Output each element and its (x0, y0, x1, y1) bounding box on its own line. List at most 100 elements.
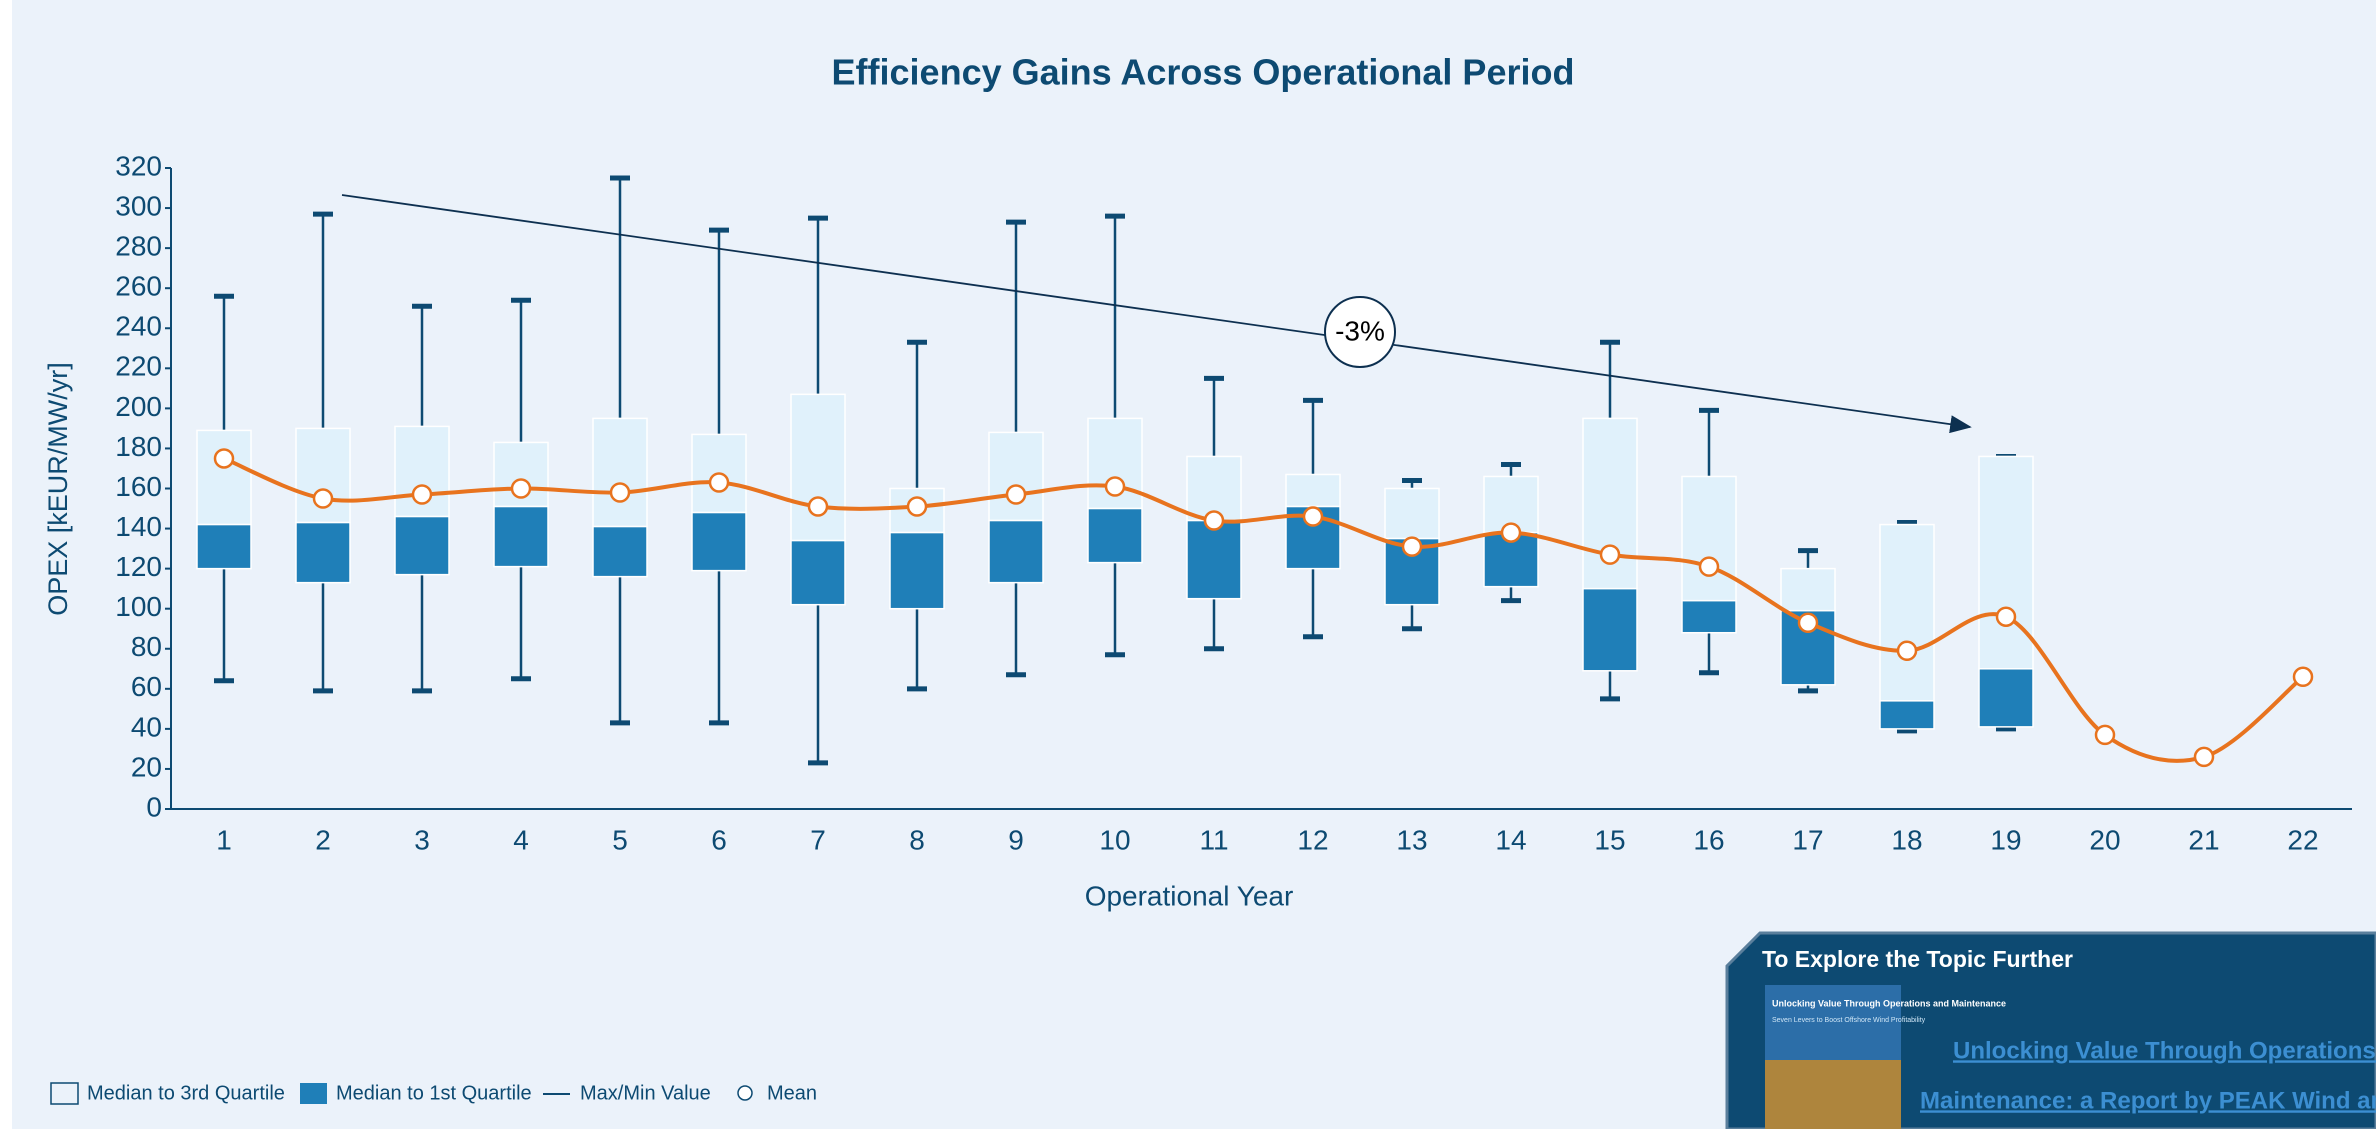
x-tick-label: 4 (513, 824, 529, 855)
y-axis-label: OPEX [kEUR/MW/yr] (43, 362, 73, 616)
link-text[interactable]: Unlocking Value Through Operations and (1953, 1037, 2376, 1064)
mean-point (1005, 484, 1027, 505)
box-upper (295, 427, 351, 524)
legend-swatch (50, 1082, 79, 1105)
box-lower (1978, 668, 2034, 728)
box-upper (1879, 523, 1935, 702)
x-tick-label: 9 (1008, 824, 1024, 855)
x-tick-label: 14 (1495, 824, 1526, 855)
legend-label: Median to 1st Quartile (336, 1082, 532, 1104)
box-upper (196, 429, 252, 526)
y-tick-label: 80 (131, 631, 162, 662)
x-tick-label: 1 (216, 824, 232, 855)
legend-label: Mean (767, 1082, 817, 1104)
box-upper (790, 393, 846, 542)
y-tick-label: 260 (115, 271, 162, 302)
mean-point (1104, 476, 1126, 497)
box-upper (1780, 567, 1836, 612)
mean-point (708, 472, 730, 493)
box-lower (889, 531, 945, 610)
box-lower (1087, 507, 1143, 564)
legend-swatch (737, 1085, 753, 1101)
x-tick-label: 6 (711, 824, 727, 855)
mean-point (411, 484, 433, 505)
mean-point (1302, 506, 1324, 527)
mean-point (2094, 724, 2116, 746)
box-lower (1681, 599, 1737, 634)
x-axis-label: Operational Year (1085, 880, 1294, 911)
y-tick-label: 200 (115, 391, 162, 422)
x-tick-label: 3 (414, 824, 430, 855)
legend-label: Max/Min Value (580, 1082, 711, 1104)
legend-label: Median to 3rd Quartile (87, 1082, 285, 1104)
y-tick-label: 300 (115, 190, 162, 221)
annotation: -3% (1335, 315, 1385, 346)
box-upper (1384, 487, 1440, 540)
y-tick-label: 40 (131, 711, 162, 742)
link-text[interactable]: Maintenance: a Report by PEAK Wind and (1920, 1087, 2376, 1114)
box-lower (295, 521, 351, 584)
box-lower (790, 539, 846, 606)
x-tick-label: 8 (909, 824, 925, 855)
mean-point (1797, 612, 1819, 633)
box-lower (196, 523, 252, 570)
y-tick-label: 100 (115, 591, 162, 622)
info-panel: To Explore the Topic Further Unlocking V… (1725, 931, 2376, 1129)
x-tick-label: 17 (1792, 824, 1823, 855)
box-lower (592, 525, 648, 578)
box-lower (1879, 700, 1935, 730)
x-tick-label: 22 (2287, 824, 2318, 855)
mean-point (609, 482, 631, 503)
y-tick-label: 0 (146, 791, 162, 822)
x-tick-label: 12 (1297, 824, 1328, 855)
box-upper (1285, 473, 1341, 508)
box-lower (1186, 519, 1242, 600)
mean-point (1203, 510, 1225, 531)
y-tick-label: 280 (115, 231, 162, 262)
box-upper (988, 431, 1044, 522)
y-tick-label: 20 (131, 751, 162, 782)
x-tick-label: 18 (1891, 824, 1922, 855)
y-tick-label: 120 (115, 551, 162, 582)
mean-point (1401, 536, 1423, 557)
y-tick-label: 320 (115, 150, 162, 181)
mean-point (213, 448, 235, 469)
x-tick-label: 5 (612, 824, 628, 855)
box-upper (592, 417, 648, 528)
x-tick-label: 7 (810, 824, 826, 855)
box-upper (1978, 455, 2034, 670)
box-lower (1582, 587, 1638, 672)
box-upper (1681, 475, 1737, 602)
mean-point (510, 478, 532, 499)
box-lower (394, 515, 450, 576)
y-tick-label: 220 (115, 351, 162, 382)
legend: Median to 3rd Quartile Median to 1st Qua… (50, 1082, 817, 1105)
box-lower (691, 511, 747, 572)
mean-point (807, 496, 829, 517)
panel-title: To Explore the Topic Further (1762, 946, 2073, 972)
x-tick-label: 20 (2089, 824, 2120, 855)
mean-point (2292, 666, 2314, 688)
mean-point (2193, 746, 2215, 768)
y-tick-label: 140 (115, 511, 162, 542)
mean-point (1896, 640, 1918, 662)
cover-subtitle: Seven Levers to Boost Offshore Wind Prof… (1772, 1017, 1926, 1024)
cover-title: Unlocking Value Through Operations and M… (1772, 998, 2006, 1008)
chart-title: Efficiency Gains Across Operational Peri… (832, 52, 1575, 93)
trend-arrow (341, 194, 1972, 434)
x-tick-label: 21 (2188, 824, 2219, 855)
mean-point (1698, 556, 1720, 577)
box-upper (1087, 417, 1143, 510)
annotation-circle (1324, 296, 1396, 368)
x-tick-label: 15 (1594, 824, 1625, 855)
x-tick-label: 10 (1099, 824, 1130, 855)
y-tick-label: 60 (131, 671, 162, 702)
mean-point (312, 488, 334, 509)
box-lower (493, 505, 549, 568)
x-tick-label: 13 (1396, 824, 1427, 855)
mean-point (1500, 522, 1522, 543)
box-lower (988, 519, 1044, 584)
mean-point (906, 496, 928, 517)
y-tick-label: 180 (115, 431, 162, 462)
